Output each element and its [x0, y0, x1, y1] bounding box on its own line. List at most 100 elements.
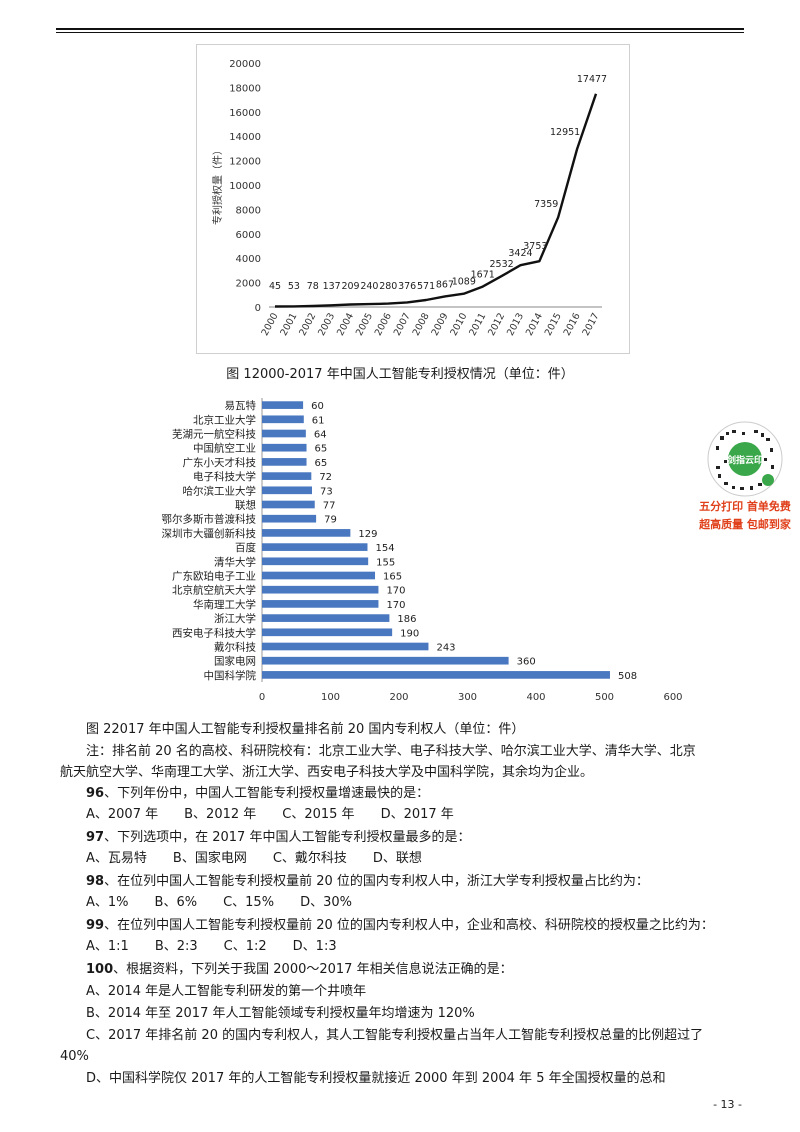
- header-rule-thin: [56, 32, 744, 33]
- category-label: 芜湖元一航空科技: [172, 428, 256, 441]
- note-line-1: 注：排名前 20 名的高校、科研院校有：北京工业大学、电子科技大学、哈尔滨工业大…: [86, 744, 696, 759]
- data-label: 53: [288, 281, 300, 292]
- bar: [262, 671, 610, 679]
- option-b[interactable]: B、2012 年: [184, 807, 257, 822]
- option-d[interactable]: D、2017 年: [380, 807, 454, 822]
- bar: [262, 500, 315, 509]
- bar-value-label: 77: [323, 501, 336, 512]
- option-d[interactable]: D、1:3: [292, 939, 337, 954]
- bar: [262, 628, 393, 637]
- option-a[interactable]: A、2007 年: [86, 807, 159, 822]
- question-99-options: A、1:1 B、2:3 C、1:2 D、1:3: [86, 936, 363, 957]
- x-tick-label: 2002: [297, 311, 318, 338]
- data-label: 45: [269, 281, 281, 292]
- q100-option-c[interactable]: C、2017 年排名前 20 的国内专利权人，其人工智能专利授权量占当年人工智能…: [86, 1028, 704, 1043]
- data-label: 12951: [550, 127, 580, 138]
- bar-value-label: 64: [314, 430, 327, 441]
- bar: [262, 486, 313, 495]
- bar: [262, 529, 351, 537]
- bar-value-label: 508: [618, 671, 637, 682]
- question-number: 96: [86, 786, 105, 801]
- q100-option-d[interactable]: D、中国科学院仅 2017 年的人工智能专利授权量就接近 2000 年到 200…: [86, 1071, 666, 1086]
- category-label: 浙江大学: [214, 612, 256, 625]
- qr-code-icon[interactable]: 剑指云印: [706, 420, 784, 498]
- x-tick-label: 2003: [316, 311, 337, 338]
- option-c[interactable]: C、2015 年: [282, 807, 355, 822]
- bar-value-label: 129: [358, 529, 377, 540]
- category-label: 中国航空工业: [193, 442, 256, 455]
- x-tick-label: 2016: [562, 311, 583, 338]
- x-tick-label: 2008: [411, 311, 432, 338]
- bar-value-label: 65: [315, 458, 328, 469]
- y-tick-label: 20000: [229, 59, 261, 70]
- option-b[interactable]: B、2:3: [154, 939, 198, 954]
- x-tick-label: 400: [526, 692, 545, 703]
- option-d[interactable]: D、30%: [300, 895, 352, 910]
- x-tick-label: 500: [595, 692, 614, 703]
- category-label: 百度: [235, 541, 256, 554]
- option-b[interactable]: B、6%: [154, 895, 198, 910]
- bar-value-label: 186: [397, 614, 416, 625]
- x-tick-label: 2010: [448, 311, 469, 338]
- y-tick-label: 16000: [229, 108, 261, 119]
- option-a[interactable]: A、1%: [86, 895, 129, 910]
- y-tick-label: 10000: [229, 181, 261, 192]
- category-label: 清华大学: [214, 555, 256, 568]
- y-tick-label: 8000: [236, 205, 261, 216]
- header-rule: [56, 28, 744, 30]
- x-tick-label: 2011: [467, 311, 488, 338]
- q100-option-b[interactable]: B、2014 年至 2017 年人工智能领域专利授权量年均增速为 120%: [86, 1006, 475, 1021]
- option-a[interactable]: A、瓦易特: [86, 851, 147, 866]
- question-stem: 、在位列中国人工智能专利授权量前 20 位的国内专利权人中，浙江大学专利授权量占…: [104, 874, 649, 889]
- bar: [262, 571, 376, 580]
- data-label: 376: [398, 281, 416, 292]
- bar: [262, 514, 317, 523]
- bar-value-label: 73: [320, 486, 333, 497]
- q100-option-a[interactable]: A、2014 年是人工智能专利研发的第一个井喷年: [86, 984, 367, 999]
- option-a[interactable]: A、1:1: [86, 939, 129, 954]
- data-label: 3424: [508, 248, 532, 259]
- note-line-2: 航天航空大学、华南理工大学、浙江大学、西安电子科技大学及中国科学院，其余均为企业…: [60, 765, 594, 780]
- bar: [262, 543, 368, 551]
- bar: [262, 429, 306, 438]
- bar-value-label: 154: [375, 543, 394, 554]
- option-c[interactable]: C、1:2: [223, 939, 267, 954]
- x-tick-label: 2000: [260, 311, 281, 338]
- data-label: 280: [379, 281, 397, 292]
- question-number: 100: [86, 962, 114, 977]
- question-96: 96、下列年份中，中国人工智能专利授权量增速最快的是：: [86, 783, 429, 804]
- option-c[interactable]: C、15%: [223, 895, 275, 910]
- category-label: 广东小天才科技: [183, 456, 257, 469]
- bar: [262, 600, 379, 608]
- figure1-caption: 图 12000-2017 年中国人工智能专利授权情况（单位：件）: [226, 367, 574, 382]
- bar-value-label: 65: [315, 444, 328, 455]
- y-tick-label: 6000: [236, 230, 261, 241]
- option-b[interactable]: B、国家电网: [172, 851, 247, 866]
- category-label: 华南理工大学: [193, 598, 256, 611]
- y-tick-label: 18000: [229, 83, 261, 94]
- data-label: 209: [341, 281, 359, 292]
- x-tick-label: 2006: [373, 311, 394, 338]
- page-number: - 13 -: [713, 1098, 742, 1111]
- bar-value-label: 155: [376, 557, 395, 568]
- bar-value-label: 170: [386, 586, 405, 597]
- bar: [262, 642, 429, 651]
- question-97-options: A、瓦易特 B、国家电网 C、戴尔科技 D、联想: [86, 848, 448, 869]
- x-tick-label: 2009: [430, 311, 451, 338]
- x-tick-label: 2014: [524, 311, 545, 338]
- option-c[interactable]: C、戴尔科技: [272, 851, 347, 866]
- line-chart-svg: 0200040006000800010000120001400016000180…: [211, 59, 607, 338]
- x-tick-label: 2017: [581, 311, 602, 338]
- promo-widget[interactable]: 剑指云印 五分打印 首单免费 超高质量 包邮到家: [690, 420, 800, 534]
- y-tick-label: 12000: [229, 157, 261, 168]
- x-tick-label: 200: [389, 692, 408, 703]
- question-100: 100、根据资料，下列关于我国 2000～2017 年相关信息说法正确的是：: [86, 959, 513, 980]
- bar-value-label: 190: [400, 628, 419, 639]
- option-d[interactable]: D、联想: [372, 851, 422, 866]
- category-label: 北京工业大学: [193, 413, 256, 426]
- bar: [262, 443, 307, 452]
- bar-chart-svg: 0 100 200 300 400 500 600 易瓦特 60 北京工业大学 61 芜湖元一航空科技…: [162, 398, 683, 703]
- x-tick-label: 0: [259, 692, 265, 703]
- patent-trend-line-chart: 0 2000 4000 6000 8000 10000 12000 14000 16000 180…: [196, 44, 630, 354]
- category-label: 哈尔滨工业大学: [183, 484, 257, 497]
